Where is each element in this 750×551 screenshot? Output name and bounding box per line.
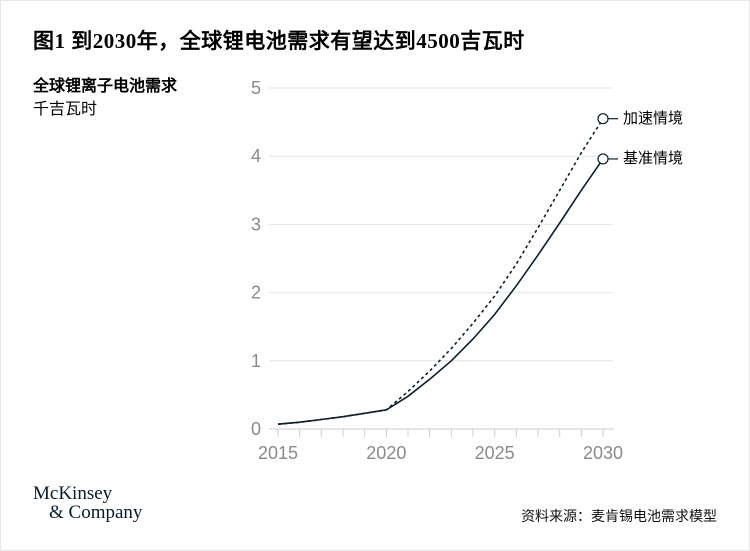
series-line-baseline <box>277 158 604 425</box>
legend-label-baseline: 基准情境 <box>623 151 684 167</box>
y-axis-label: 全球锂离子电池需求 千吉瓦时 <box>33 75 253 121</box>
y-axis-label-line1: 全球锂离子电池需求 <box>33 78 178 95</box>
chart-title: 图1 到2030年，全球锂电池需求有望达到4500吉瓦时 <box>33 29 525 53</box>
svg-text:4: 4 <box>251 146 261 166</box>
mckinsey-logo: McKinsey & Company <box>33 484 142 522</box>
endpoint-marker <box>597 153 609 165</box>
svg-text:2015: 2015 <box>258 443 298 463</box>
svg-text:2: 2 <box>251 283 261 303</box>
svg-text:2020: 2020 <box>366 443 406 463</box>
svg-text:0: 0 <box>251 419 261 439</box>
logo-line2: & Company <box>49 502 143 523</box>
svg-text:1: 1 <box>251 351 261 371</box>
legend-label-accelerated: 加速情境 <box>623 111 684 127</box>
svg-text:2025: 2025 <box>475 443 515 463</box>
gridlines <box>269 87 613 430</box>
axis: 0 1 2 3 4 5 2015 2020 2025 2030 <box>251 78 623 463</box>
series-lines <box>277 113 618 425</box>
source-note: 资料来源：麦肯锡电池需求模型 <box>521 510 717 525</box>
series-line-accelerated <box>277 118 604 425</box>
endpoint-marker <box>597 113 609 125</box>
svg-text:2030: 2030 <box>583 443 623 463</box>
y-axis-label-line2: 千吉瓦时 <box>33 101 98 118</box>
svg-text:3: 3 <box>251 214 261 234</box>
svg-text:5: 5 <box>251 78 261 98</box>
logo-line1: McKinsey <box>33 483 113 504</box>
